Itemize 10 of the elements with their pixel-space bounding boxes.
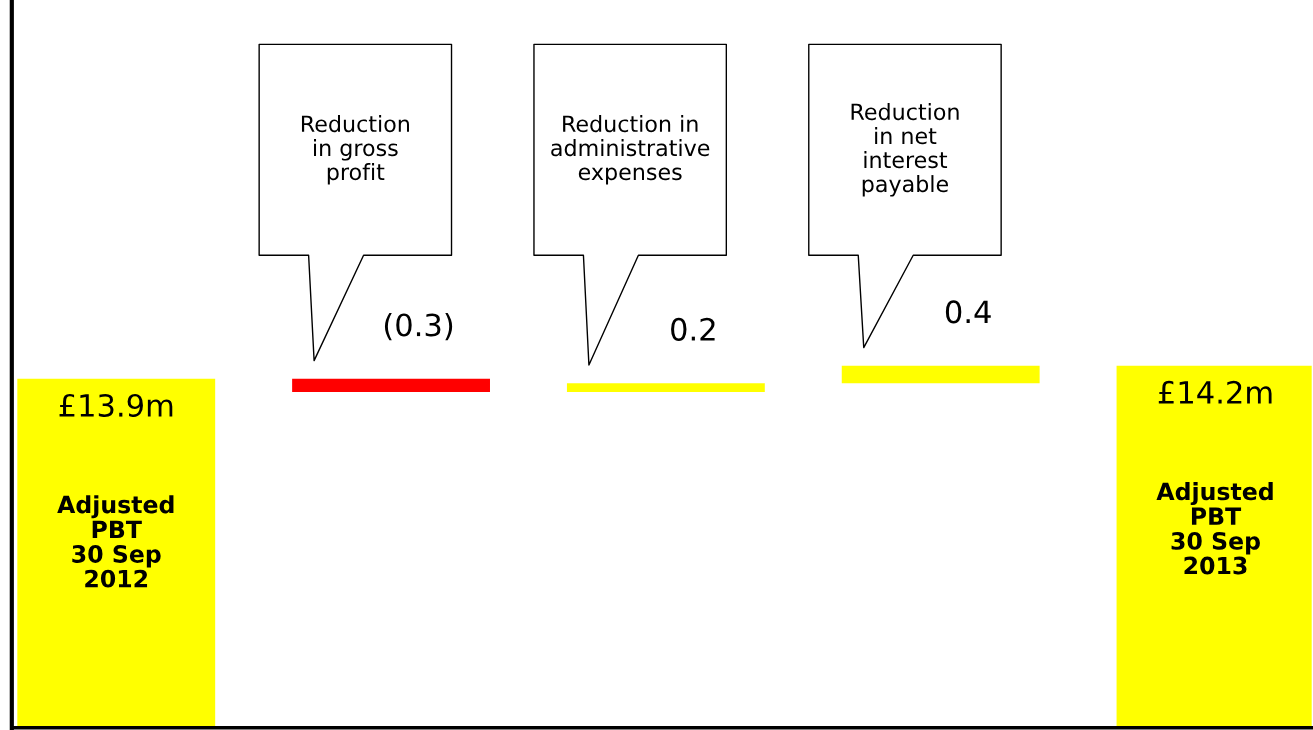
data-label: 0.4: [945, 300, 991, 324]
category-label: Adjusted PBT 30 Sep 2013: [1156, 482, 1273, 575]
category-label: Reduction in administrative expenses: [551, 114, 710, 185]
data-label: £13.9m: [59, 393, 173, 418]
data-label: 0.2: [671, 317, 715, 341]
category-label: Reduction in net interest payable: [851, 102, 959, 197]
category-label: Adjusted PBT 30 Sep 2012: [57, 495, 174, 588]
category-label: Reduction in gross profit: [301, 114, 409, 185]
data-label: (0.3): [384, 312, 453, 341]
data-label: £14.2m: [1158, 380, 1272, 404]
